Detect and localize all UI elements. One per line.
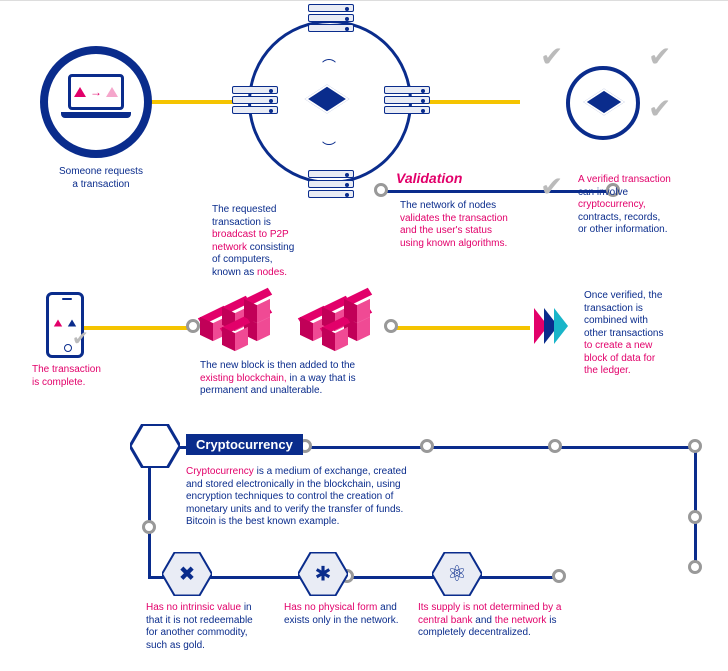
dot-crypto-6 xyxy=(688,560,702,574)
dot-bottom-3 xyxy=(552,569,566,583)
cmb-l2: transaction is xyxy=(584,303,643,314)
cmb-l7: the ledger. xyxy=(584,365,631,376)
dot-row2-a xyxy=(186,319,200,333)
cmb-l3: combined with xyxy=(584,315,648,326)
comp-l1: The transaction xyxy=(32,364,101,375)
wifi-icon-bottom: ⌒ xyxy=(322,128,336,148)
cmb-l1: Once verified, the xyxy=(584,290,662,301)
comp-l2: is complete. xyxy=(32,377,85,388)
validation-rule xyxy=(380,190,610,193)
hex-supply: ⚛ xyxy=(432,552,482,596)
cp-1b: is a medium of exchange, created xyxy=(254,466,407,477)
laptop-icon: → xyxy=(68,74,131,118)
step1-line1: Someone requests xyxy=(59,166,143,177)
connector-row2-a xyxy=(82,326,192,330)
x-icon: ✖ xyxy=(179,562,196,587)
val-l4: using known algorithms. xyxy=(400,238,507,249)
add-l2b: in a way that is xyxy=(287,373,356,384)
val-l3: and the user's status xyxy=(400,225,492,236)
prop1-text: Has no intrinsic value in that it is not… xyxy=(146,602,266,652)
step1-line2: a transaction xyxy=(72,179,129,190)
val-l1: The network of nodes xyxy=(400,200,496,211)
center-cube xyxy=(314,86,340,112)
check-icon-4: ✔ xyxy=(540,170,563,203)
cmb-l4: other transactions xyxy=(584,328,664,339)
crypto-para: Cryptocurrency is a medium of exchange, … xyxy=(186,466,486,529)
step2-l5: of computers, xyxy=(212,254,273,265)
ver-l3: cryptocurrency, xyxy=(578,199,646,210)
add-l3: permanent and unalterable. xyxy=(200,385,322,396)
step1-caption: Someone requests a transaction xyxy=(46,166,156,191)
step2-l6a: known as xyxy=(212,267,257,278)
validation-text: The network of nodes validates the trans… xyxy=(400,200,570,250)
wifi-icon-top: ⌒ xyxy=(322,56,336,76)
verified-cube xyxy=(592,90,616,114)
hex-no-physical: ✱ xyxy=(298,552,348,596)
ver-l2: can involve xyxy=(578,187,628,198)
connector-step2-validation xyxy=(420,100,520,104)
crypto-hex xyxy=(130,424,180,468)
cp-3: encryption techniques to control the cre… xyxy=(186,491,393,502)
step2-l6b: nodes. xyxy=(257,267,287,278)
cp-4: monetary units and to verify the transfe… xyxy=(186,504,403,515)
dot-crypto-3 xyxy=(548,439,562,453)
combine-text: Once verified, the transaction is combin… xyxy=(584,290,714,378)
verified-text: A verified transaction can involve crypt… xyxy=(578,174,708,237)
dot-bottom-1 xyxy=(142,520,156,534)
dot-val-left xyxy=(374,183,388,197)
cp-5: Bitcoin is the best known example. xyxy=(186,516,339,527)
server-top xyxy=(308,4,354,36)
p2a: Has no physical form xyxy=(284,602,377,613)
step2-l2: transaction is xyxy=(212,217,271,228)
ver-l5: or other information. xyxy=(578,224,668,235)
connector-step1-step2 xyxy=(140,100,240,104)
p1a: Has no intrinsic value xyxy=(146,602,241,613)
ver-l4: contracts, records, xyxy=(578,212,660,223)
check-icon-1: ✔ xyxy=(540,40,563,73)
step2-l1: The requested xyxy=(212,204,277,215)
add-l2a: existing blockchain, xyxy=(200,373,287,384)
ver-l1: A verified transaction xyxy=(578,174,671,185)
add-l1: The new block is then added to the xyxy=(200,360,355,371)
chevron-combine-icon xyxy=(534,308,568,344)
atom-icon: ⚛ xyxy=(447,561,467,587)
step2-l4b: consisting xyxy=(247,242,294,253)
p3b: and xyxy=(472,615,494,626)
server-bottom xyxy=(308,170,354,202)
cmb-l5: to create a new xyxy=(584,340,652,351)
check-icon-2: ✔ xyxy=(648,40,671,73)
server-right xyxy=(384,86,430,118)
connector-row2-b xyxy=(390,326,530,330)
phone-check-icon: ✔ xyxy=(72,326,89,351)
blockchain-cubes xyxy=(200,296,390,356)
val-l2: validates the transaction xyxy=(400,213,508,224)
validation-title: Validation xyxy=(396,170,462,186)
step2-text: The requested transaction is broadcast t… xyxy=(212,204,362,279)
hex-no-intrinsic: ✖ xyxy=(162,552,212,596)
network-icon: ✱ xyxy=(315,562,332,587)
check-icon-3: ✔ xyxy=(648,92,671,125)
crypto-rule-right xyxy=(694,446,697,566)
crypto-title: Cryptocurrency xyxy=(186,434,303,455)
cp-2: and stored electronically in the blockch… xyxy=(186,479,401,490)
step2-l4a: network xyxy=(212,242,247,253)
cp-1a: Cryptocurrency xyxy=(186,466,254,477)
dot-crypto-4 xyxy=(688,439,702,453)
p3c: the network xyxy=(495,615,547,626)
prop3-text: Its supply is not determined by a centra… xyxy=(418,602,568,640)
dot-crypto-5 xyxy=(688,510,702,524)
step2-l3: broadcast to P2P xyxy=(212,229,289,240)
cmb-l6: block of data for xyxy=(584,353,655,364)
added-text: The new block is then added to the exist… xyxy=(200,360,410,398)
complete-text: The transaction is complete. xyxy=(32,364,132,389)
prop2-text: Has no physical form and exists only in … xyxy=(284,602,404,627)
server-left xyxy=(232,86,278,118)
dot-crypto-2 xyxy=(420,439,434,453)
